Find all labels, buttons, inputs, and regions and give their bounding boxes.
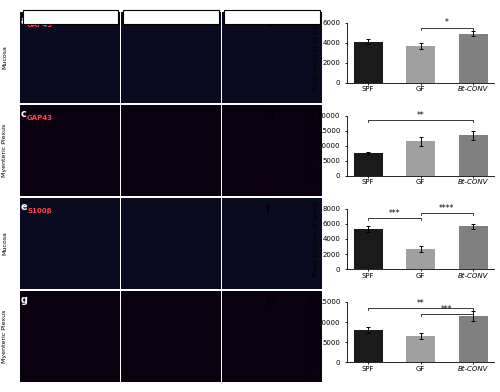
Bar [458,316,488,362]
Bar [458,34,488,83]
Bar [406,336,435,362]
Text: GAP43: GAP43 [27,22,53,27]
Text: Myenteric Plexus: Myenteric Plexus [2,310,7,363]
Text: ***: *** [388,209,400,218]
Text: S100β: S100β [27,208,52,214]
Text: b: b [266,18,274,28]
Text: GAP43: GAP43 [27,115,53,121]
Text: f: f [266,204,270,214]
Bar [354,153,382,176]
Y-axis label: Mean number of pixels: Mean number of pixels [314,15,320,91]
Bar [354,330,382,362]
Text: g: g [21,295,28,305]
Text: c: c [21,109,27,119]
Text: ****: **** [439,204,454,213]
Text: ***: *** [441,305,452,314]
Text: a: a [21,16,28,26]
Text: Mucosa: Mucosa [2,232,7,256]
Text: e: e [21,202,28,212]
Text: GF: GF [165,10,177,19]
Bar [406,249,435,269]
Bar [354,42,382,83]
Text: d: d [266,111,273,121]
Text: SPF: SPF [62,10,78,19]
Text: **: ** [417,111,424,120]
Y-axis label: Mean number of pixels: Mean number of pixels [309,294,315,370]
Bar [406,142,435,176]
Text: **: ** [417,299,424,308]
Bar [458,135,488,176]
Y-axis label: Mean number of pixels: Mean number of pixels [309,108,315,184]
Bar [406,46,435,83]
Text: Myenteric Plexus: Myenteric Plexus [2,124,7,177]
Y-axis label: Mean number of pixels: Mean number of pixels [314,201,320,277]
Text: *: * [445,18,449,27]
Bar [354,229,382,269]
Bar [458,226,488,269]
Text: Mucosa: Mucosa [2,45,7,69]
Text: h: h [266,297,273,307]
Text: Bt- CONV: Bt- CONV [251,10,293,19]
